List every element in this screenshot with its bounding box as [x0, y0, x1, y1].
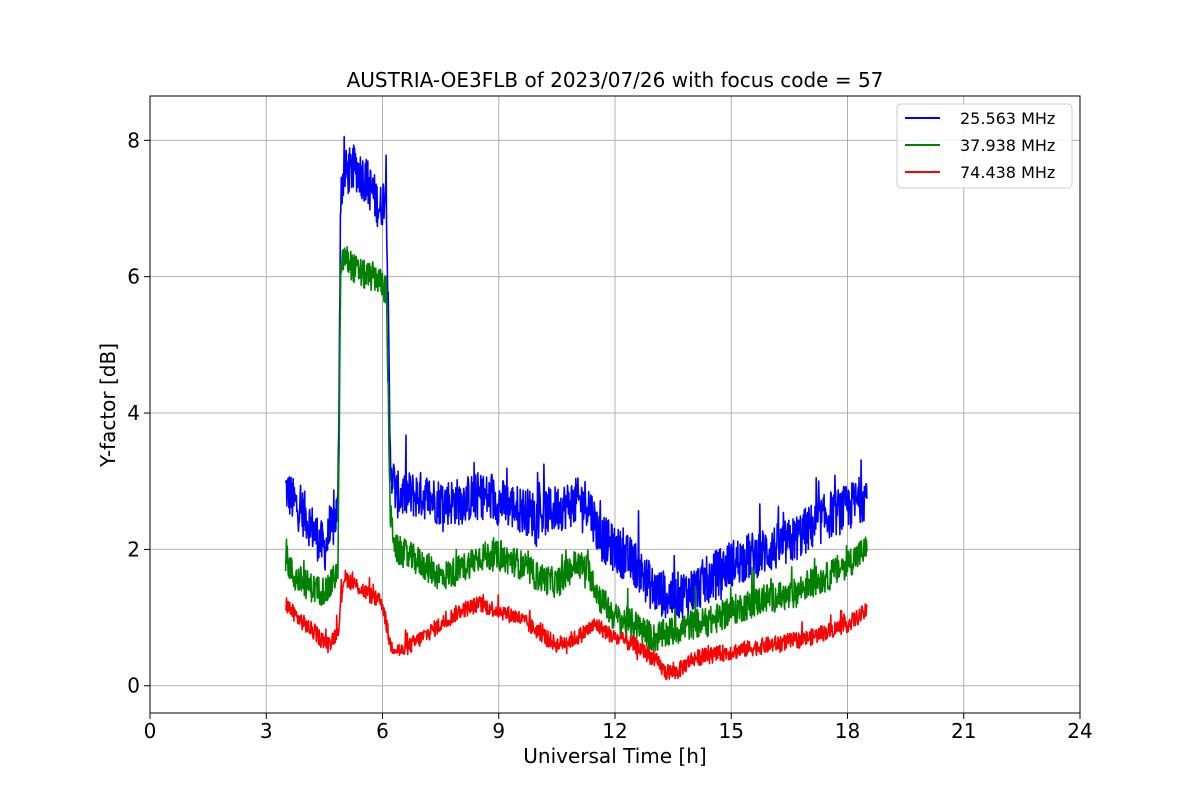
legend-box [896, 103, 1073, 189]
series-line-1 [284, 135, 868, 620]
y-tick-label: 4 [127, 401, 140, 425]
legend-entry: 37.938 MHz [960, 136, 1055, 155]
legend-entry: 25.563 MHz [960, 109, 1055, 128]
y-tick-label: 8 [127, 128, 140, 152]
y-axis-ticks: 0 2 4 6 8 [127, 128, 150, 698]
x-tick-label: 9 [492, 719, 505, 743]
x-tick-label: 6 [376, 719, 389, 743]
legend: 25.563 MHz 37.938 MHz 74.438 MHz [896, 103, 1073, 189]
x-tick-label: 12 [602, 719, 627, 743]
x-tick-label: 21 [951, 719, 976, 743]
x-tick-label: 18 [835, 719, 860, 743]
y-tick-label: 6 [127, 265, 140, 289]
chart-title: AUSTRIA-OE3FLB of 2023/07/26 with focus … [347, 68, 884, 92]
x-tick-label: 24 [1067, 719, 1092, 743]
y-tick-label: 2 [127, 537, 140, 561]
y-tick-label: 0 [127, 674, 140, 698]
x-tick-label: 3 [260, 719, 273, 743]
y-axis-label: Y-factor [dB] [96, 343, 120, 468]
series-layer [284, 135, 868, 680]
legend-entry: 74.438 MHz [960, 163, 1055, 182]
series-line-3 [285, 569, 868, 680]
x-tick-label: 0 [144, 719, 157, 743]
series-line-2 [284, 246, 868, 652]
x-axis-label: Universal Time [h] [523, 744, 706, 768]
x-axis-ticks: 0 3 6 9 12 15 18 21 24 [144, 713, 1093, 743]
x-tick-label: 15 [719, 719, 744, 743]
plot-area [149, 95, 1081, 714]
